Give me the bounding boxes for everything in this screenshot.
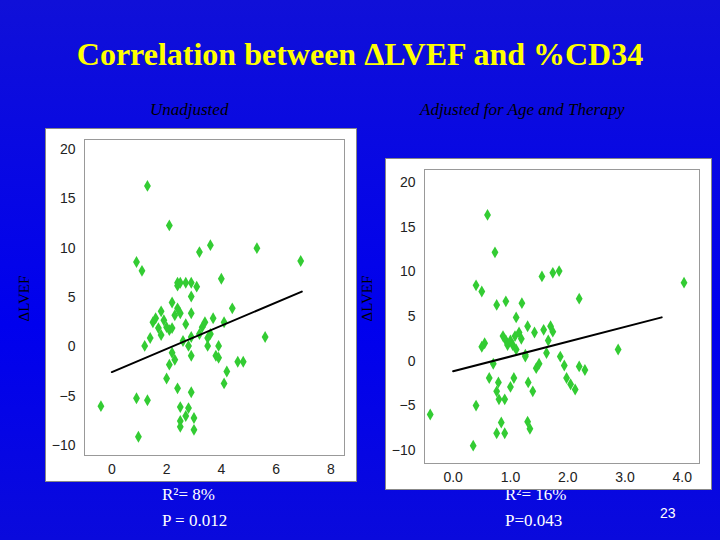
- html-text:R²= 8%: R²= 8%: [162, 485, 215, 504]
- svg-text:15: 15: [60, 190, 76, 206]
- svg-text:4.0: 4.0: [673, 469, 693, 485]
- html-text:Unadjusted: Unadjusted: [150, 100, 229, 119]
- html-text:R²= 16%: R²= 16%: [505, 485, 567, 504]
- svg-text:0: 0: [408, 353, 416, 369]
- svg-text:15: 15: [400, 219, 416, 235]
- svg-text:20: 20: [60, 141, 76, 157]
- svg-text:1.0: 1.0: [501, 469, 521, 485]
- svg-text:8: 8: [327, 461, 335, 477]
- svg-text:2.0: 2.0: [558, 469, 578, 485]
- html-text:ΔLVEF: ΔLVEF: [359, 275, 376, 322]
- svg-text:−10: −10: [392, 442, 416, 458]
- svg-text:10: 10: [60, 240, 76, 256]
- svg-text:4: 4: [217, 461, 225, 477]
- html-text:Adjusted for Age and Therapy: Adjusted for Age and Therapy: [420, 100, 625, 119]
- svg-text:0: 0: [68, 338, 76, 354]
- svg-text:−5: −5: [60, 388, 76, 404]
- html-text:Correlation between ΔLVEF and: Correlation between ΔLVEF and %CD34: [76, 36, 644, 72]
- svg-text:2: 2: [163, 461, 171, 477]
- svg-text:3.0: 3.0: [615, 469, 635, 485]
- html-text:P=0.043: P=0.043: [505, 511, 563, 530]
- svg-text:0.0: 0.0: [443, 469, 463, 485]
- svg-text:5: 5: [68, 289, 76, 305]
- svg-text:6: 6: [272, 461, 280, 477]
- svg-text:−10: −10: [52, 437, 76, 453]
- svg-text:−5: −5: [400, 397, 416, 413]
- html-text:P = 0.012: P = 0.012: [162, 511, 228, 530]
- html-text:ΔLVEF: ΔLVEF: [16, 275, 33, 322]
- svg-text:20: 20: [400, 174, 416, 190]
- svg-text:0: 0: [108, 461, 116, 477]
- svg-text:5: 5: [408, 308, 416, 324]
- html-text:23: 23: [660, 505, 676, 521]
- svg-text:10: 10: [400, 263, 416, 279]
